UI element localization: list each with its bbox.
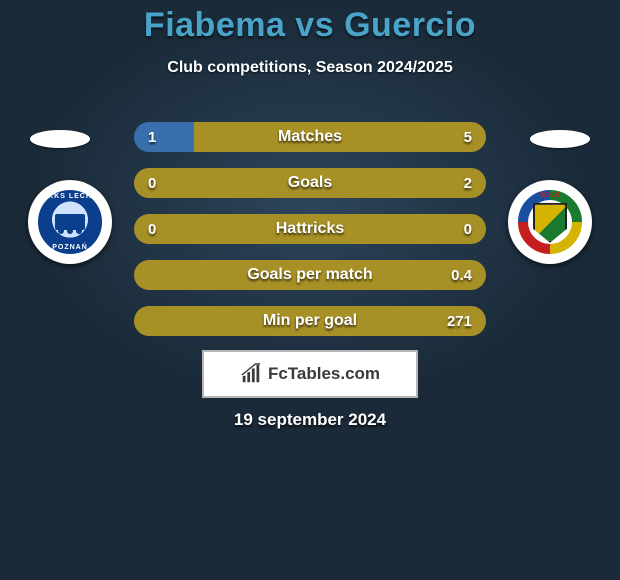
subtitle: Club competitions, Season 2024/2025 [0,59,620,77]
value-right: 0.4 [451,260,472,290]
value-right: 271 [447,306,472,336]
comparison-card: Fiabema vs Guercio Club competitions, Se… [0,0,620,580]
brand-box[interactable]: FcTables.com [202,350,418,398]
slask-text: W.K.S [518,192,582,199]
brand-text: FcTables.com [268,364,380,384]
value-right: 2 [464,168,472,198]
lech-text-bottom: POZNAŃ [38,244,102,251]
bar-right [194,122,486,152]
value-left: 0 [148,168,156,198]
bar-right [134,306,486,336]
lech-crest-icon: KKS LECH POZNAŃ [34,186,106,258]
bar-right [134,214,486,244]
bar-right [134,168,486,198]
bar-track [134,306,486,336]
flag-left [30,130,90,148]
crest-left: KKS LECH POZNAŃ [28,180,112,264]
value-left: 1 [148,122,156,152]
flag-right [530,130,590,148]
barchart-icon [240,363,262,385]
stat-row: Goals per match0.4 [134,260,486,290]
crest-right: W.K.S [508,180,592,264]
value-right: 5 [464,122,472,152]
date-text: 19 september 2024 [0,410,620,430]
value-left: 0 [148,214,156,244]
stat-row: Matches15 [134,122,486,152]
slask-crest-icon: W.K.S [514,186,586,258]
stat-row: Goals02 [134,168,486,198]
bar-right [134,260,486,290]
bar-track [134,214,486,244]
stat-rows: Matches15Goals02Hattricks00Goals per mat… [134,122,486,352]
bar-track [134,122,486,152]
stat-row: Hattricks00 [134,214,486,244]
stat-row: Min per goal271 [134,306,486,336]
bar-left [134,122,194,152]
bar-track [134,168,486,198]
value-right: 0 [464,214,472,244]
bar-track [134,260,486,290]
page-title: Fiabema vs Guercio [0,0,620,45]
